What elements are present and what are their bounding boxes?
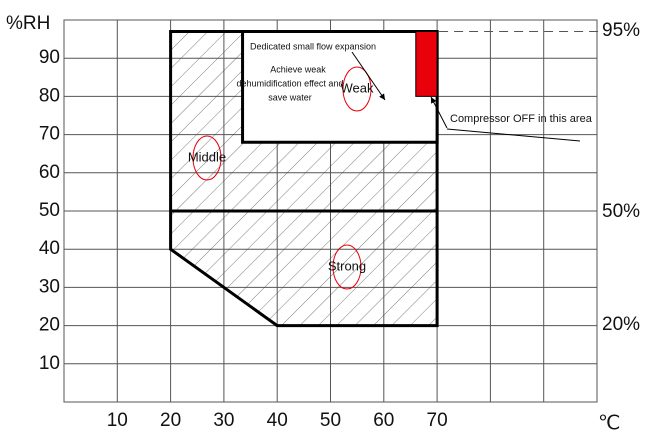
x-tick-label: 50 [320,410,341,431]
area-label: Strong [328,258,366,273]
x-tick-label: 60 [373,410,394,431]
right-label: 95% [602,20,640,41]
x-tick-label: 30 [213,410,234,431]
region [415,30,438,97]
region [241,29,439,144]
y-tick-label: 90 [39,47,60,68]
annotation: Compressor OFF in this area [450,113,593,125]
annotation: save water [268,92,312,102]
x-tick-label: 20 [160,410,181,431]
y-tick-label: 40 [39,238,60,259]
right-label: 50% [602,201,640,222]
y-tick-label: 70 [39,124,60,145]
annotation: Dedicated small flow expansion [250,41,376,51]
highlight-ellipse [332,244,362,290]
leader-line [351,51,386,101]
y-tick-label: 50 [39,200,60,221]
area-label: Middle [188,149,226,164]
leader-line [446,128,581,142]
x-tick-label: 40 [267,410,288,431]
x-tick-label: 70 [427,410,448,431]
y-tick-label: 80 [39,85,60,106]
x-axis-label: ℃ [598,412,620,434]
y-tick-label: 30 [39,276,60,297]
y-axis-label: %RH [6,13,50,34]
y-tick-label: 20 [39,315,60,336]
annotation: Achieve weak [270,64,326,74]
right-label: 20% [602,314,640,335]
leader-line [430,96,448,129]
y-tick-label: 60 [39,162,60,183]
y-tick-label: 10 [39,353,60,374]
highlight-ellipse [342,66,372,112]
area-label: Weak [341,80,374,95]
highlight-ellipse [192,135,222,181]
x-tick-label: 10 [107,410,128,431]
annotation: dehumidification effect and [237,78,344,88]
